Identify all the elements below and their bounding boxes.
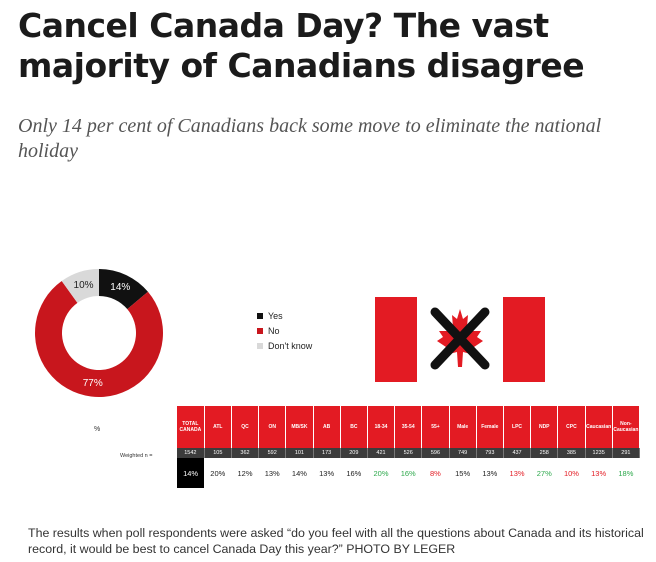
column-header: Non-Caucasian — [612, 406, 641, 448]
value-cell: 20% — [210, 468, 226, 478]
values-row: 14% 20% 12% 13% 14% 13% 16% 20% 16% 8% 15% 13% 13% 27… — [177, 458, 640, 488]
weighted-n-cell: 749 — [449, 448, 477, 458]
column-header: CPC — [557, 406, 586, 448]
header-row: TOTAL CANADA ATL QC ON MB/SK AB BC 18-34 35-54 55… — [177, 406, 641, 448]
value-cell: 18% — [618, 468, 634, 478]
weighted-n-cell: 1235 — [585, 448, 613, 458]
weighted-n-row: 1542 105 362 592 101 173 209 421 526 596 749 793 437… — [177, 448, 641, 458]
weighted-n-cell: 385 — [557, 448, 586, 458]
value-cell: 13% — [264, 468, 280, 478]
weighted-n-label: Weighted n = — [120, 453, 153, 459]
legend-swatch — [257, 312, 263, 319]
weighted-n-cell: 421 — [367, 448, 396, 458]
weighted-n-cell: 1542 — [177, 448, 205, 458]
legend-swatch — [257, 327, 263, 334]
column-header: LPC — [503, 406, 532, 448]
donut-label: 10% — [74, 280, 94, 291]
value-cell: 13% — [319, 468, 335, 478]
value-cell: 13% — [509, 468, 525, 478]
donut-label: 77% — [83, 378, 103, 389]
weighted-n-cell: 291 — [612, 448, 641, 458]
weighted-n-cell: 437 — [503, 448, 532, 458]
column-header: 35-54 — [394, 406, 423, 448]
donut-label: 14% — [110, 282, 130, 293]
column-header: QC — [231, 406, 260, 448]
weighted-n-cell: 793 — [476, 448, 504, 458]
column-header: NDP — [530, 406, 559, 448]
weighted-n-cell: 209 — [340, 448, 368, 458]
column-header: 55+ — [421, 406, 450, 448]
subheadline: Only 14 per cent of Canadians back some … — [18, 115, 602, 162]
donut-slice-don-t-know — [61, 269, 99, 303]
legend-label: Don't know — [268, 340, 313, 351]
headline: Cancel Canada Day? The vast majority of … — [18, 6, 585, 85]
column-header: 18-34 — [367, 406, 396, 448]
column-header: BC — [340, 406, 368, 448]
value-cell: 12% — [237, 468, 253, 478]
value-cell: 14% — [177, 458, 205, 488]
column-header: TOTAL CANADA — [177, 406, 205, 448]
value-cell: 10% — [563, 468, 579, 478]
donut-chart: 14% 77% 10% — [34, 269, 164, 397]
value-cell: 16% — [400, 468, 416, 478]
weighted-n-cell: 592 — [258, 448, 287, 458]
value-cell: 16% — [346, 468, 362, 478]
value-cell: 13% — [591, 468, 607, 478]
column-header: AB — [313, 406, 341, 448]
column-header: ATL — [204, 406, 232, 448]
legend-swatch — [257, 342, 263, 349]
weighted-n-cell: 105 — [204, 448, 232, 458]
legend-item: Yes — [257, 308, 312, 323]
column-header: Male — [449, 406, 477, 448]
weighted-n-cell: 101 — [285, 448, 314, 458]
legend-item: No — [257, 323, 312, 338]
column-header: MB/SK — [285, 406, 314, 448]
weighted-n-cell: 173 — [313, 448, 341, 458]
column-header: Caucasian — [585, 406, 613, 448]
value-cell: 27% — [536, 468, 552, 478]
donut-slice-no — [34, 280, 164, 397]
canada-flag-crossed-out-icon — [375, 297, 545, 382]
value-cell: 8% — [430, 468, 441, 478]
legend-label: Yes — [268, 310, 283, 321]
column-header: Female — [476, 406, 504, 448]
table-corner-label: % — [94, 426, 101, 433]
weighted-n-cell: 362 — [231, 448, 260, 458]
value-cell: 13% — [482, 468, 498, 478]
legend-item: Don't know — [257, 338, 312, 353]
photo-caption: The results when poll respondents were a… — [28, 526, 644, 556]
weighted-n-cell: 596 — [421, 448, 450, 458]
legend-label: No — [268, 325, 280, 336]
value-cell: 15% — [455, 468, 471, 478]
value-cell: 14% — [291, 468, 307, 478]
donut-slice-yes — [99, 269, 148, 310]
results-table: TOTAL CANADA ATL QC ON MB/SK AB BC 18-34 35-54 55… — [177, 406, 641, 488]
weighted-n-cell: 258 — [530, 448, 559, 458]
value-cell: 20% — [373, 468, 389, 478]
column-header: ON — [258, 406, 287, 448]
weighted-n-cell: 526 — [394, 448, 423, 458]
chart-legend: Yes No Don't know — [257, 308, 312, 353]
